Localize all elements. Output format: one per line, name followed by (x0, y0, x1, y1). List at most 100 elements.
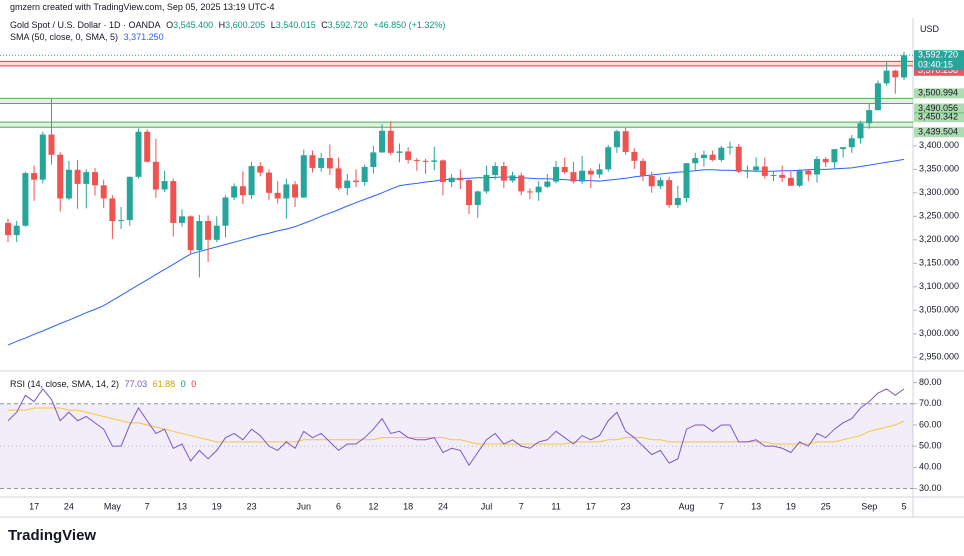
candle-body (144, 131, 151, 162)
x-tick-label: 7 (519, 501, 524, 511)
x-tick-label: Aug (679, 501, 695, 511)
candle-body (631, 151, 638, 161)
candle-body (509, 175, 516, 181)
candle-body (361, 166, 368, 183)
x-tick-label: 17 (29, 501, 39, 511)
y-tick-label: 60.00 (919, 419, 942, 429)
x-tick-label: 11 (551, 501, 560, 511)
candle-body (544, 181, 551, 187)
candle-body (483, 174, 490, 192)
candle-body (492, 166, 499, 175)
candle-body (178, 216, 185, 223)
candle-body (57, 154, 64, 199)
candle-body (744, 170, 751, 172)
candle-body (831, 149, 838, 163)
x-tick-label: 24 (438, 501, 448, 511)
last-price-box (914, 50, 964, 71)
candle-body (457, 177, 464, 181)
currency: USD (920, 24, 940, 34)
candle-body (74, 169, 81, 184)
candle-body (448, 177, 455, 183)
candle-body (152, 161, 159, 190)
candle-body (466, 180, 473, 206)
candle-body (109, 198, 116, 222)
candle-body (248, 166, 255, 196)
candle-body (674, 197, 681, 206)
x-tick-label: 25 (821, 501, 831, 511)
rsi-ma-line (8, 407, 905, 445)
candle-body (779, 174, 786, 178)
candle-body (170, 181, 177, 223)
zone-label: 3,490.056 (918, 103, 958, 113)
x-tick-label: 23 (247, 501, 257, 511)
change: +46.850 (+1.32%) (373, 20, 446, 30)
candle-body (613, 131, 620, 148)
y-tick-label: 40.00 (919, 462, 942, 472)
symbol: Gold Spot / U.S. Dollar · 1D · OANDA (10, 20, 161, 30)
candle-body (640, 160, 647, 176)
ohlc-value: 3,540.015 (275, 20, 316, 30)
ohlc-key: L (270, 20, 276, 30)
x-tick-label: 6 (336, 501, 341, 511)
candle-body (814, 158, 821, 175)
candle-body (405, 151, 412, 160)
candle-body (413, 159, 420, 161)
candle-body (753, 166, 760, 171)
zone-label-box (914, 88, 964, 99)
rsi-legend: RSI (14, close, SMA, 14, 2) 77.03 61.88 … (10, 379, 199, 389)
candle-body (526, 191, 533, 193)
candle-body (126, 176, 133, 221)
candle-body (370, 152, 377, 167)
candle-body (796, 170, 803, 186)
zone-label-box (914, 127, 964, 138)
zone-label-box (914, 103, 964, 114)
candle-body (735, 146, 742, 172)
candle-body (770, 174, 777, 176)
candle-body (352, 180, 359, 183)
y-tick-label: 50.00 (919, 441, 942, 451)
y-tick-label: 3,150.000 (919, 258, 959, 268)
y-tick-label: 2,950.000 (919, 352, 959, 362)
zone-label-box (914, 112, 964, 123)
candle-body (213, 225, 220, 240)
candle-body (474, 191, 481, 206)
y-tick-label: 3,250.000 (919, 211, 959, 221)
candle-body (692, 158, 699, 164)
candle-body (848, 138, 855, 148)
x-tick-label: 18 (403, 501, 413, 511)
rsi-value: 77.03 (124, 379, 148, 389)
candle-body (874, 83, 881, 111)
candle-body (344, 180, 351, 189)
y-tick-label: 70.00 (919, 398, 942, 408)
candle-body (500, 166, 507, 181)
candle-body (283, 184, 290, 199)
candle-body (518, 175, 525, 192)
x-tick-label: 17 (586, 501, 596, 511)
y-tick-label: 3,000.000 (919, 328, 959, 338)
sma-name: SMA (50, close, 0, SMA, 5) (10, 32, 119, 42)
candle-body (161, 181, 168, 190)
candle-body (840, 147, 847, 150)
x-tick-label: 13 (177, 501, 187, 511)
candle-body (135, 131, 142, 177)
zone (0, 61, 913, 66)
symbol-legend: Gold Spot / U.S. Dollar · 1D · OANDA O3,… (10, 20, 448, 30)
countdown: 03:40:15 (918, 60, 953, 70)
candle-body (570, 172, 577, 182)
y-tick-label: 3,050.000 (919, 305, 959, 315)
candle-body (205, 221, 212, 240)
candle-body (5, 222, 11, 236)
rsi-name: RSI (14, close, SMA, 14, 2) (10, 379, 120, 389)
candle-body (13, 225, 20, 236)
x-tick-label: 13 (751, 501, 761, 511)
y-tick-label: 3,200.000 (919, 234, 959, 244)
candle-body (431, 160, 438, 162)
candle-body (901, 55, 907, 78)
sma-value: 3,371.250 (123, 32, 164, 42)
y-tick-label: 3,350.000 (919, 164, 959, 174)
rsi-line (7, 388, 905, 467)
candle-body (118, 220, 125, 222)
rsi-ma-value: 61.88 (152, 379, 176, 389)
candle-body (761, 166, 768, 176)
x-tick-label: Jul (481, 501, 493, 511)
